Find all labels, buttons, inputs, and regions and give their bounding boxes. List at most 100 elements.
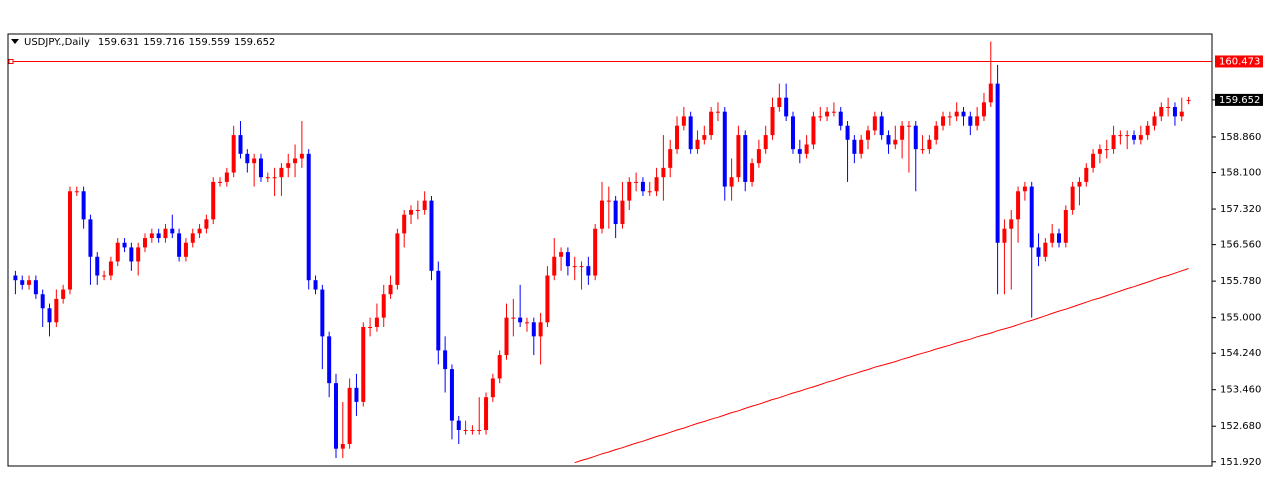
candle-body bbox=[361, 326, 366, 402]
candle-body bbox=[640, 181, 645, 192]
candle-body bbox=[1179, 111, 1184, 117]
candle-body bbox=[688, 116, 693, 150]
candle-body bbox=[538, 322, 543, 337]
level-label: 160.473 bbox=[1219, 56, 1260, 67]
candle-body bbox=[606, 200, 611, 202]
y-tick-label: 158.860 bbox=[1220, 132, 1261, 143]
candle-body bbox=[586, 266, 591, 276]
candle-body bbox=[811, 116, 816, 145]
candle-body bbox=[1118, 135, 1123, 137]
candle-body bbox=[1152, 116, 1157, 126]
candle-body bbox=[613, 200, 618, 225]
y-tick-label: 155.000 bbox=[1220, 313, 1261, 324]
y-tick-label: 158.100 bbox=[1220, 168, 1261, 179]
candle-body bbox=[825, 111, 830, 117]
candle-body bbox=[1077, 181, 1082, 187]
candle-body bbox=[845, 125, 850, 140]
candle-body bbox=[756, 149, 761, 164]
candle-body bbox=[859, 139, 864, 154]
candle-body bbox=[293, 158, 298, 164]
candle-body bbox=[156, 233, 161, 239]
candle-body bbox=[777, 97, 782, 108]
candle-body bbox=[436, 270, 441, 351]
candle-body bbox=[565, 252, 570, 267]
candle-body bbox=[470, 429, 475, 431]
candle-body bbox=[518, 317, 523, 323]
candle-body bbox=[477, 429, 482, 431]
candle-body bbox=[67, 191, 72, 290]
candle-body bbox=[54, 298, 59, 323]
candle-body bbox=[1104, 149, 1109, 151]
candle-body bbox=[681, 116, 686, 126]
candle-body bbox=[1159, 107, 1164, 117]
candle-body bbox=[1145, 125, 1150, 136]
candle-body bbox=[852, 139, 857, 154]
candle-body bbox=[750, 163, 755, 182]
candle-body bbox=[122, 242, 127, 248]
candle-body bbox=[675, 125, 680, 150]
candle-body bbox=[545, 275, 550, 323]
candle-body bbox=[170, 228, 175, 234]
candle-body bbox=[1172, 107, 1177, 117]
candle-body bbox=[374, 317, 379, 327]
candle-body bbox=[27, 280, 32, 285]
candle-body bbox=[702, 135, 707, 140]
candle-body bbox=[429, 200, 434, 271]
candle-body bbox=[893, 139, 898, 145]
candle-body bbox=[224, 172, 229, 182]
y-tick-label: 154.240 bbox=[1220, 348, 1261, 359]
y-tick-label: 155.780 bbox=[1220, 276, 1261, 287]
candle-body bbox=[715, 111, 720, 113]
candle-body bbox=[1050, 233, 1055, 243]
candle-body bbox=[265, 177, 270, 179]
candle-body bbox=[1091, 153, 1096, 168]
candle-body bbox=[368, 326, 373, 328]
header-open: 159.631 bbox=[98, 37, 139, 48]
candle-body bbox=[1084, 167, 1089, 182]
candle-body bbox=[531, 322, 536, 337]
candle-body bbox=[449, 369, 454, 421]
candle-body bbox=[654, 177, 659, 192]
candle-body bbox=[647, 191, 652, 193]
candle-body bbox=[74, 191, 79, 193]
chart-title: USDJPY.,Daily bbox=[24, 37, 90, 48]
candle-body bbox=[1111, 135, 1116, 150]
candle-body bbox=[258, 158, 263, 178]
candle-body bbox=[770, 107, 775, 136]
candle-body bbox=[572, 266, 577, 268]
candle-body bbox=[981, 102, 986, 117]
plot bbox=[13, 41, 1191, 464]
candle-body bbox=[743, 135, 748, 182]
candle-body bbox=[1132, 135, 1137, 140]
chart-header: USDJPY.,Daily 159.631 159.716 159.559 159.65… bbox=[24, 37, 275, 48]
candle-body bbox=[627, 181, 632, 201]
candle-body bbox=[695, 139, 700, 150]
candle-body bbox=[183, 242, 188, 257]
candle-body bbox=[163, 228, 168, 239]
moving-average bbox=[574, 268, 1189, 464]
candle-body bbox=[797, 149, 802, 154]
candle-body bbox=[886, 135, 891, 145]
candle-body bbox=[313, 280, 318, 290]
candle-body bbox=[634, 181, 639, 183]
candle-body bbox=[327, 336, 332, 384]
candle-body bbox=[900, 125, 905, 140]
level-label-box bbox=[1215, 55, 1263, 68]
candle-body bbox=[920, 149, 925, 151]
candle-body bbox=[593, 228, 598, 276]
candle-body bbox=[906, 125, 911, 127]
candle-body bbox=[108, 261, 113, 276]
candle-body bbox=[1138, 135, 1143, 140]
candle-body bbox=[1029, 186, 1034, 248]
candle-body bbox=[61, 289, 66, 299]
y-tick-label: 153.460 bbox=[1220, 385, 1261, 396]
candle-body bbox=[252, 158, 257, 164]
candle-body bbox=[463, 429, 468, 431]
y-tick-label: 152.680 bbox=[1220, 421, 1261, 432]
candle-body bbox=[709, 111, 714, 136]
candle-body bbox=[204, 219, 209, 229]
candle-body bbox=[238, 135, 243, 154]
candle-body bbox=[1125, 135, 1130, 137]
candle-body bbox=[456, 420, 461, 430]
